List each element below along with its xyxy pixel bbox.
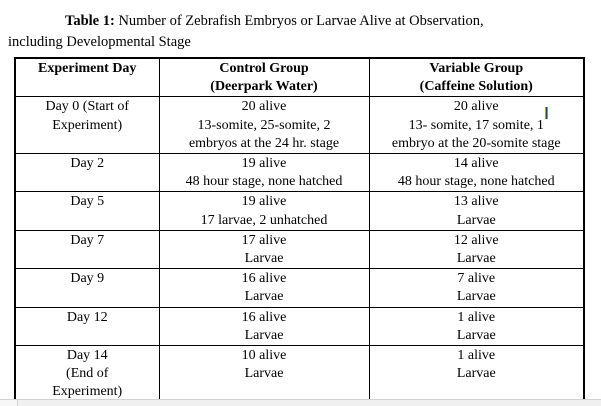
cell-day: Day 2 [14,153,160,193]
cell-variable: 13 alive Larvae [368,191,585,231]
table-row-day-12: Day 12 16 alive Larvae 1 alive Larvae [14,306,585,347]
cell-day: Day 5 [14,191,160,231]
table-row-day-0: Day 0 (Start of Experiment) 20 alive 13-… [14,96,585,155]
cell-variable: 1 alive Larvae [368,306,585,347]
cell-control: 20 alive 13-somite, 25-somite, 2 embryos… [158,96,370,155]
table-caption-line2: including Developmental Stage [8,34,191,50]
table-row-day-14: Day 14 (End of Experiment) 10 alive Larv… [14,345,585,404]
table-caption-line1: Table 1: Number of Zebrafish Embryos or … [8,11,594,32]
cell-variable: 20 alive 13- somite, 17 somite, 1 embryo… [368,96,585,155]
cell-control: 16 alive Larvae [158,306,370,347]
cell-day: Day 12 [14,306,160,347]
table-row-day-7: Day 7 17 alive Larvae 12 alive Larvae [14,229,585,270]
cell-control: 10 alive Larvae [158,345,370,404]
table-row-day-9: Day 9 16 alive Larvae 7 alive Larvae [14,268,585,308]
header-cell-variable-group: Variable Group (Caffeine Solution) [368,57,585,98]
cell-day: Day 14 (End of Experiment) [14,345,160,404]
cell-control: 17 alive Larvae [158,229,370,270]
table-caption: Table 1: Number of Zebrafish Embryos or … [8,11,594,53]
cell-day: Day 9 [14,268,160,308]
cell-variable: 7 alive Larvae [368,268,585,308]
table-caption-label: Table 1: [65,13,115,29]
cell-day: Day 7 [14,229,160,270]
table-row-day-2: Day 2 19 alive 48 hour stage, none hatch… [14,153,585,193]
cell-variable: 1 alive Larvae [368,345,585,404]
data-table: Experiment Day Control Group (Deerpark W… [14,57,585,404]
header-cell-control-group: Control Group (Deerpark Water) [158,57,370,98]
table-caption-text: Number of Zebrafish Embryos or Larvae Al… [114,13,484,29]
cell-control: 16 alive Larvae [158,268,370,308]
cell-control: 19 alive 48 hour stage, none hatched [158,153,370,193]
horizontal-scrollbar[interactable] [0,399,601,406]
cell-variable: 12 alive Larvae [368,229,585,270]
cell-control: 19 alive 17 larvae, 2 unhatched [158,191,370,231]
header-cell-experiment-day: Experiment Day [14,57,160,98]
scrollbar-corner [0,400,18,406]
cell-day: Day 0 (Start of Experiment) [14,96,160,155]
table-row-day-5: Day 5 19 alive 17 larvae, 2 unhatched 13… [14,191,585,231]
table-header-row: Experiment Day Control Group (Deerpark W… [14,57,585,98]
text-caret [545,107,548,119]
cell-variable: 14 alive 48 hour stage, none hatched [368,153,585,193]
